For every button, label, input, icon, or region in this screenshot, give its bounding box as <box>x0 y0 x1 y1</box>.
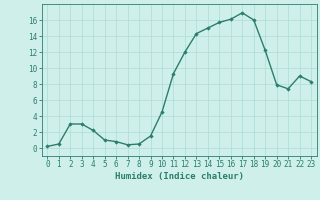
X-axis label: Humidex (Indice chaleur): Humidex (Indice chaleur) <box>115 172 244 181</box>
